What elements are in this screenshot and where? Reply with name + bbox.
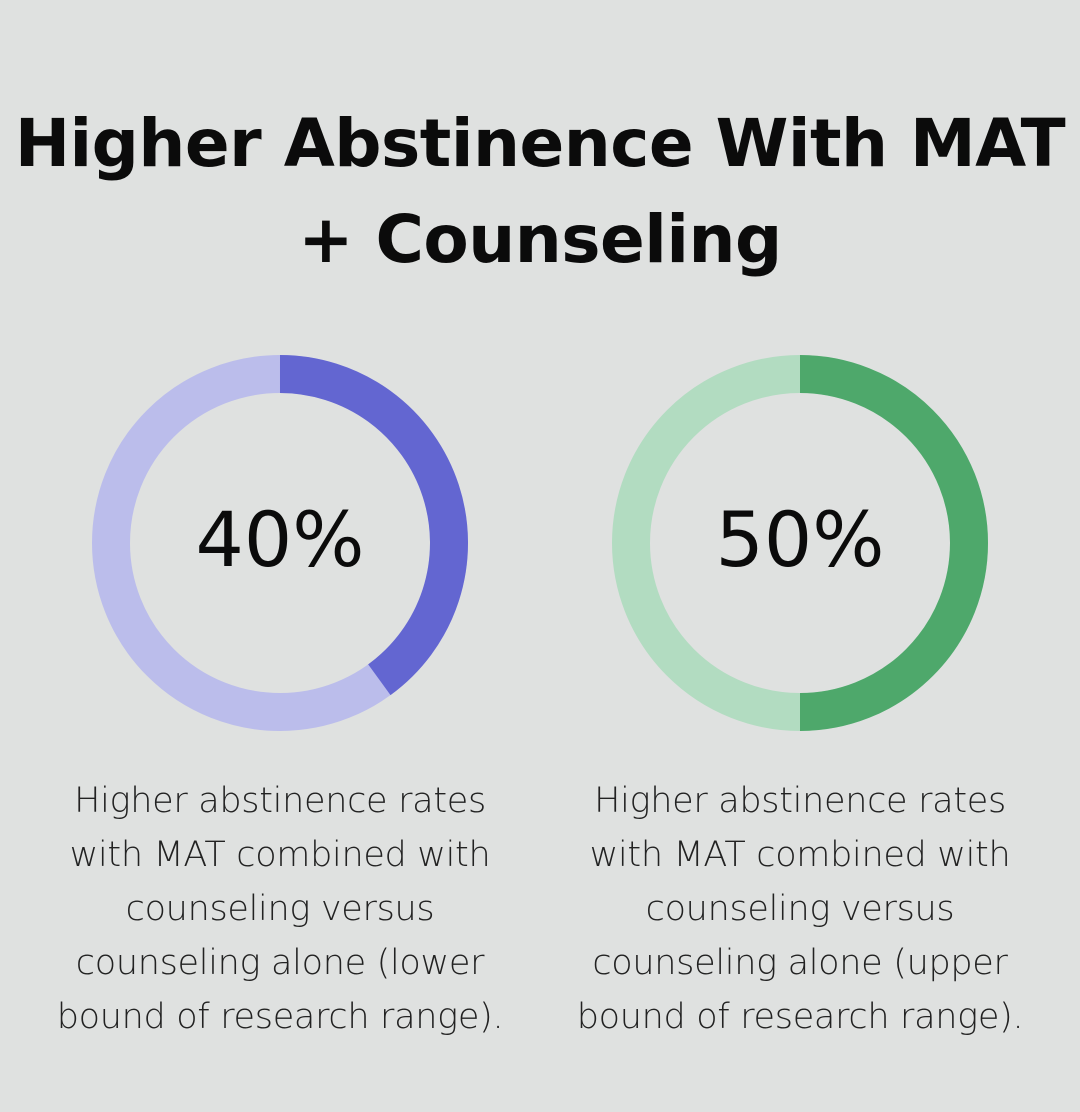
page-title: Higher Abstinence With MAT + Counseling — [14, 105, 1066, 278]
stat-card-lower-bound: 40% Higher abstinence rates with MAT com… — [40, 350, 520, 1050]
donut-value-label: 40% — [195, 495, 365, 584]
stat-description: Higher abstinence rates with MAT combine… — [56, 781, 504, 1037]
donut-value-arc — [279, 355, 468, 696]
donut-value-arc — [799, 355, 988, 731]
donut-chart-lower-bound — [92, 355, 468, 731]
stat-card-upper-bound: 50% Higher abstinence rates with MAT com… — [560, 350, 1040, 1050]
stat-description: Higher abstinence rates with MAT combine… — [576, 781, 1024, 1037]
donut-chart-upper-bound — [612, 355, 988, 731]
donut-value-label: 50% — [715, 495, 885, 584]
